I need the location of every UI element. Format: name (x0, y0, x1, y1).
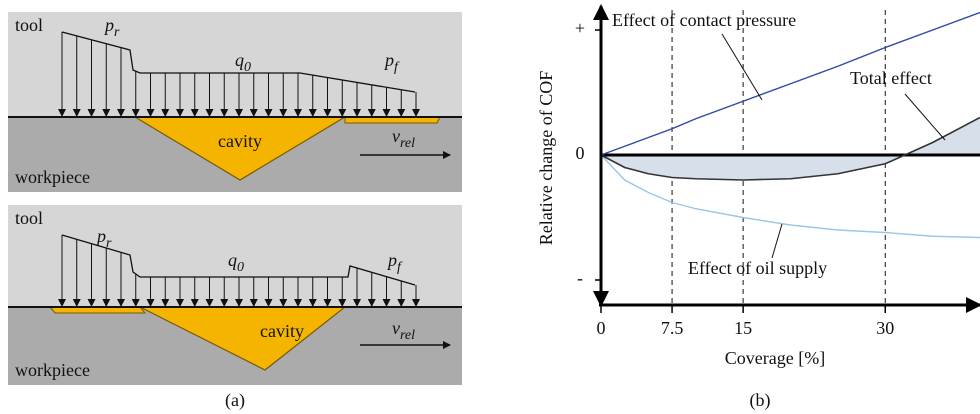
workpiece-label: workpiece (15, 360, 90, 380)
p-r-label-subscript: r (106, 236, 112, 251)
p-r-label-symbol: p (95, 226, 106, 246)
v-rel-label: vrel (392, 318, 415, 343)
series-line (600, 116, 980, 181)
p-f-label-symbol: p (386, 250, 397, 270)
y-tick-label: - (577, 268, 583, 288)
cavity-label: cavity (218, 131, 262, 151)
v-rel-label-symbol: v (392, 126, 400, 146)
p-f-label-subscript: f (397, 260, 403, 275)
p-r-label: pr (95, 226, 112, 251)
v-rel-label: vrel (392, 126, 415, 151)
p-r-label: pr (103, 15, 120, 40)
q-0-label: q0 (228, 250, 244, 275)
p-f-label-symbol: p (383, 50, 394, 70)
caption: (a) (225, 390, 245, 411)
y-tick-label: 0 (576, 143, 585, 163)
p-f-label: pf (386, 250, 403, 275)
q-0-label-subscript: 0 (244, 60, 251, 75)
annotation-leader (904, 93, 946, 141)
annotation-leader (721, 33, 763, 101)
x-tick-label: 30 (876, 318, 894, 338)
p-f-label: pf (383, 50, 400, 75)
p-r-label-subscript: r (114, 25, 120, 40)
caption: (b) (750, 390, 771, 411)
v-rel-label-subscript: rel (400, 328, 415, 343)
series-line (600, 154, 980, 239)
q-0-label-symbol: q (228, 250, 237, 270)
tool-label: tool (15, 208, 43, 228)
pressure-profile (61, 234, 416, 286)
x-tick-label: 15 (734, 318, 752, 338)
series-line (600, 11, 980, 156)
x-tick-label: 0 (597, 318, 606, 338)
q-0-label: q0 (235, 50, 251, 75)
v-rel-label-symbol: v (392, 318, 400, 338)
v-rel-label-subscript: rel (400, 136, 415, 151)
q-0-label-symbol: q (235, 50, 244, 70)
pressure-profile (61, 31, 416, 93)
annotation-leader (771, 223, 783, 259)
series-annotation: Total effect (850, 68, 932, 88)
tool-label: tool (15, 15, 43, 35)
cavity-label: cavity (260, 321, 304, 341)
p-f-label-subscript: f (394, 60, 400, 75)
x-axis-label: Coverage [%] (725, 348, 825, 368)
workpiece-label: workpiece (15, 167, 90, 187)
y-tick-label: + (575, 18, 585, 38)
p-r-label-symbol: p (103, 15, 114, 35)
x-tick-label: 7.5 (661, 318, 684, 338)
q-0-label-subscript: 0 (237, 260, 244, 275)
total-effect-area (601, 117, 980, 180)
series-annotation: Effect of oil supply (688, 258, 827, 278)
y-axis-label: Relative change of COF (536, 71, 556, 245)
series-annotation: Effect of contact pressure (612, 10, 796, 30)
